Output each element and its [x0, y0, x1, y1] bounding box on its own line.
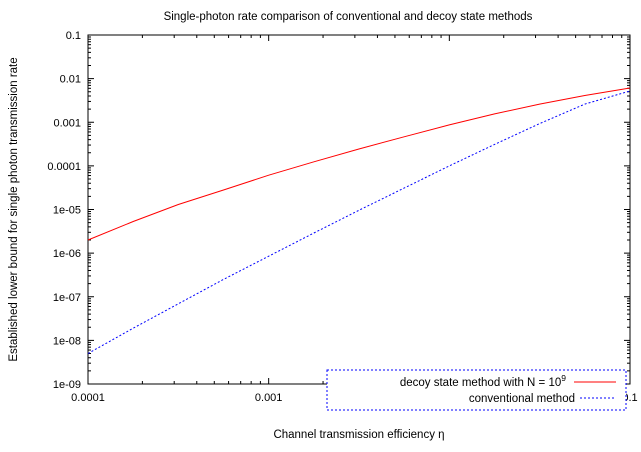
- y-tick-label: 0.1: [66, 30, 81, 42]
- y-axis-tick-labels: 1e-09 1e-08 1e-07 1e-06 1e-05 0.0001 0.001 0.01…: [47, 30, 81, 391]
- plot-frame: [87, 34, 631, 385]
- y-tick-label: 1e-08: [53, 335, 81, 347]
- axis-ticks: [87, 34, 631, 385]
- legend-label-conventional: conventional method: [469, 393, 575, 405]
- legend-exponent: 9: [561, 373, 566, 383]
- x-axis-title: Channel transmission efficiency η: [273, 429, 444, 441]
- y-tick-label: 0.01: [60, 74, 81, 86]
- legend-label-decoy: decoy state method with N = 109: [400, 373, 566, 389]
- y-tick-label: 1e-06: [53, 248, 81, 260]
- y-tick-label: 1e-09: [53, 379, 81, 391]
- y-tick-label: 0.001: [53, 117, 81, 129]
- y-tick-label: 1e-05: [53, 205, 81, 217]
- x-tick-label: 0.0001: [71, 392, 105, 404]
- series-line-decoy: [87, 87, 631, 241]
- x-tick-label: 0.001: [255, 392, 283, 404]
- y-tick-label: 0.0001: [47, 161, 81, 173]
- y-tick-label: 1e-07: [53, 292, 81, 304]
- legend-box: [326, 369, 627, 411]
- chart-title: Single-photon rate comparison of convent…: [164, 11, 533, 23]
- series-group: [87, 87, 631, 354]
- series-line-conventional: [87, 90, 631, 354]
- legend: decoy state method with N = 109 conventi…: [326, 369, 627, 411]
- y-axis-title: Established lower bound for single photo…: [8, 57, 20, 361]
- plot-area: [87, 34, 631, 385]
